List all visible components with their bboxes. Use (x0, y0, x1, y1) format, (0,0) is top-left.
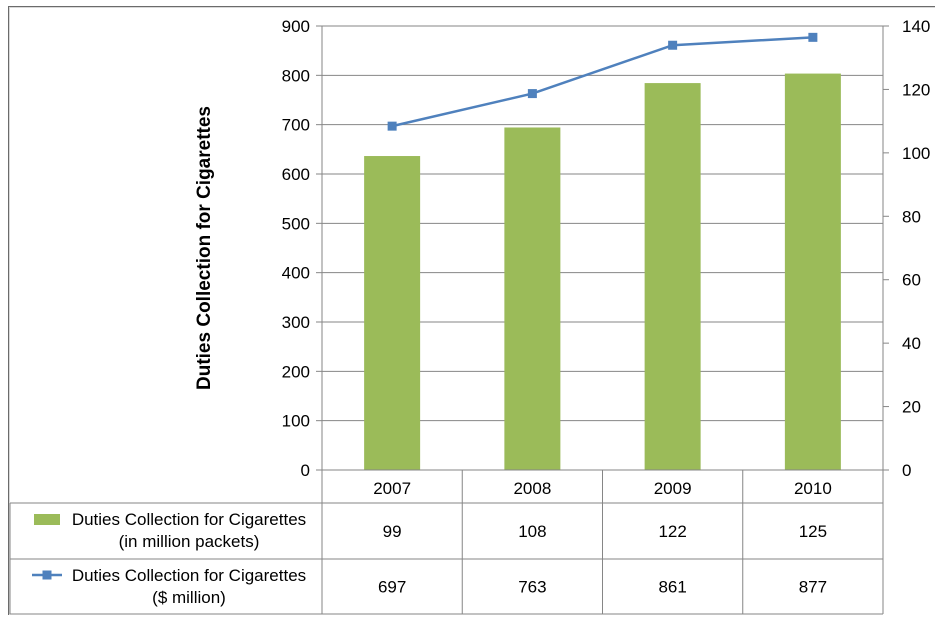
table-value: 122 (658, 522, 686, 541)
series-name-line: (in million packets) (119, 532, 260, 551)
bar (784, 73, 841, 471)
x-axis-tick-label: 2008 (513, 479, 551, 498)
left-axis-tick-label: 500 (282, 214, 310, 233)
table-value: 108 (518, 522, 546, 541)
table-value: 861 (658, 578, 686, 597)
x-axis-tick-label: 2009 (654, 479, 692, 498)
bar (644, 83, 701, 470)
left-axis-tick-label: 400 (282, 264, 310, 283)
series-name-line: Duties Collection for Cigarettes (72, 510, 306, 529)
table-value: 763 (518, 578, 546, 597)
legend-key-bar (34, 514, 60, 525)
right-axis-tick-label: 100 (902, 144, 930, 163)
right-axis-tick-label: 40 (902, 334, 921, 353)
table-value: 125 (799, 522, 827, 541)
axes: 0 100 200 300 400 500 600 700 800 900 0 20 40 60 80 100… (282, 17, 931, 480)
series-line (391, 36, 813, 128)
right-axis-tick-label: 120 (902, 80, 930, 99)
right-axis-tick-label: 80 (902, 207, 921, 226)
left-axis-tick-label: 900 (282, 17, 310, 36)
x-axis-tick-label: 2010 (794, 479, 832, 498)
line-marker (527, 89, 537, 99)
table-value: 99 (383, 522, 402, 541)
table-value: 697 (378, 578, 406, 597)
line-series (387, 32, 818, 131)
data-table: 2007 2008 2009 2010 Duties Collection for Ci… (9, 469, 884, 615)
bar (504, 127, 561, 470)
right-axis-tick-label: 0 (902, 461, 911, 480)
series-name-line: ($ million) (152, 588, 226, 607)
left-axis-tick-label: 0 (301, 461, 310, 480)
right-axis-tick-label: 60 (902, 271, 921, 290)
line-marker (808, 32, 818, 42)
line-marker (387, 121, 397, 131)
y-axis-title: Duties Collection for Cigarettes (194, 106, 215, 390)
x-axis-tick-label: 2007 (373, 479, 411, 498)
legend-key-marker (42, 570, 52, 580)
bar-series (364, 73, 841, 471)
left-axis-tick-label: 600 (282, 165, 310, 184)
left-axis-tick-label: 100 (282, 412, 310, 431)
bar (364, 156, 421, 470)
line-marker (668, 40, 678, 50)
left-axis-tick-label: 300 (282, 313, 310, 332)
chart-frame (8, 6, 935, 615)
left-axis-tick-label: 800 (282, 66, 310, 85)
right-axis-tick-label: 140 (902, 17, 930, 36)
left-axis-tick-label: 200 (282, 362, 310, 381)
table-value: 877 (799, 578, 827, 597)
series-name-line: Duties Collection for Cigarettes (72, 566, 306, 585)
left-axis-tick-label: 700 (282, 116, 310, 135)
right-axis-tick-label: 20 (902, 398, 921, 417)
